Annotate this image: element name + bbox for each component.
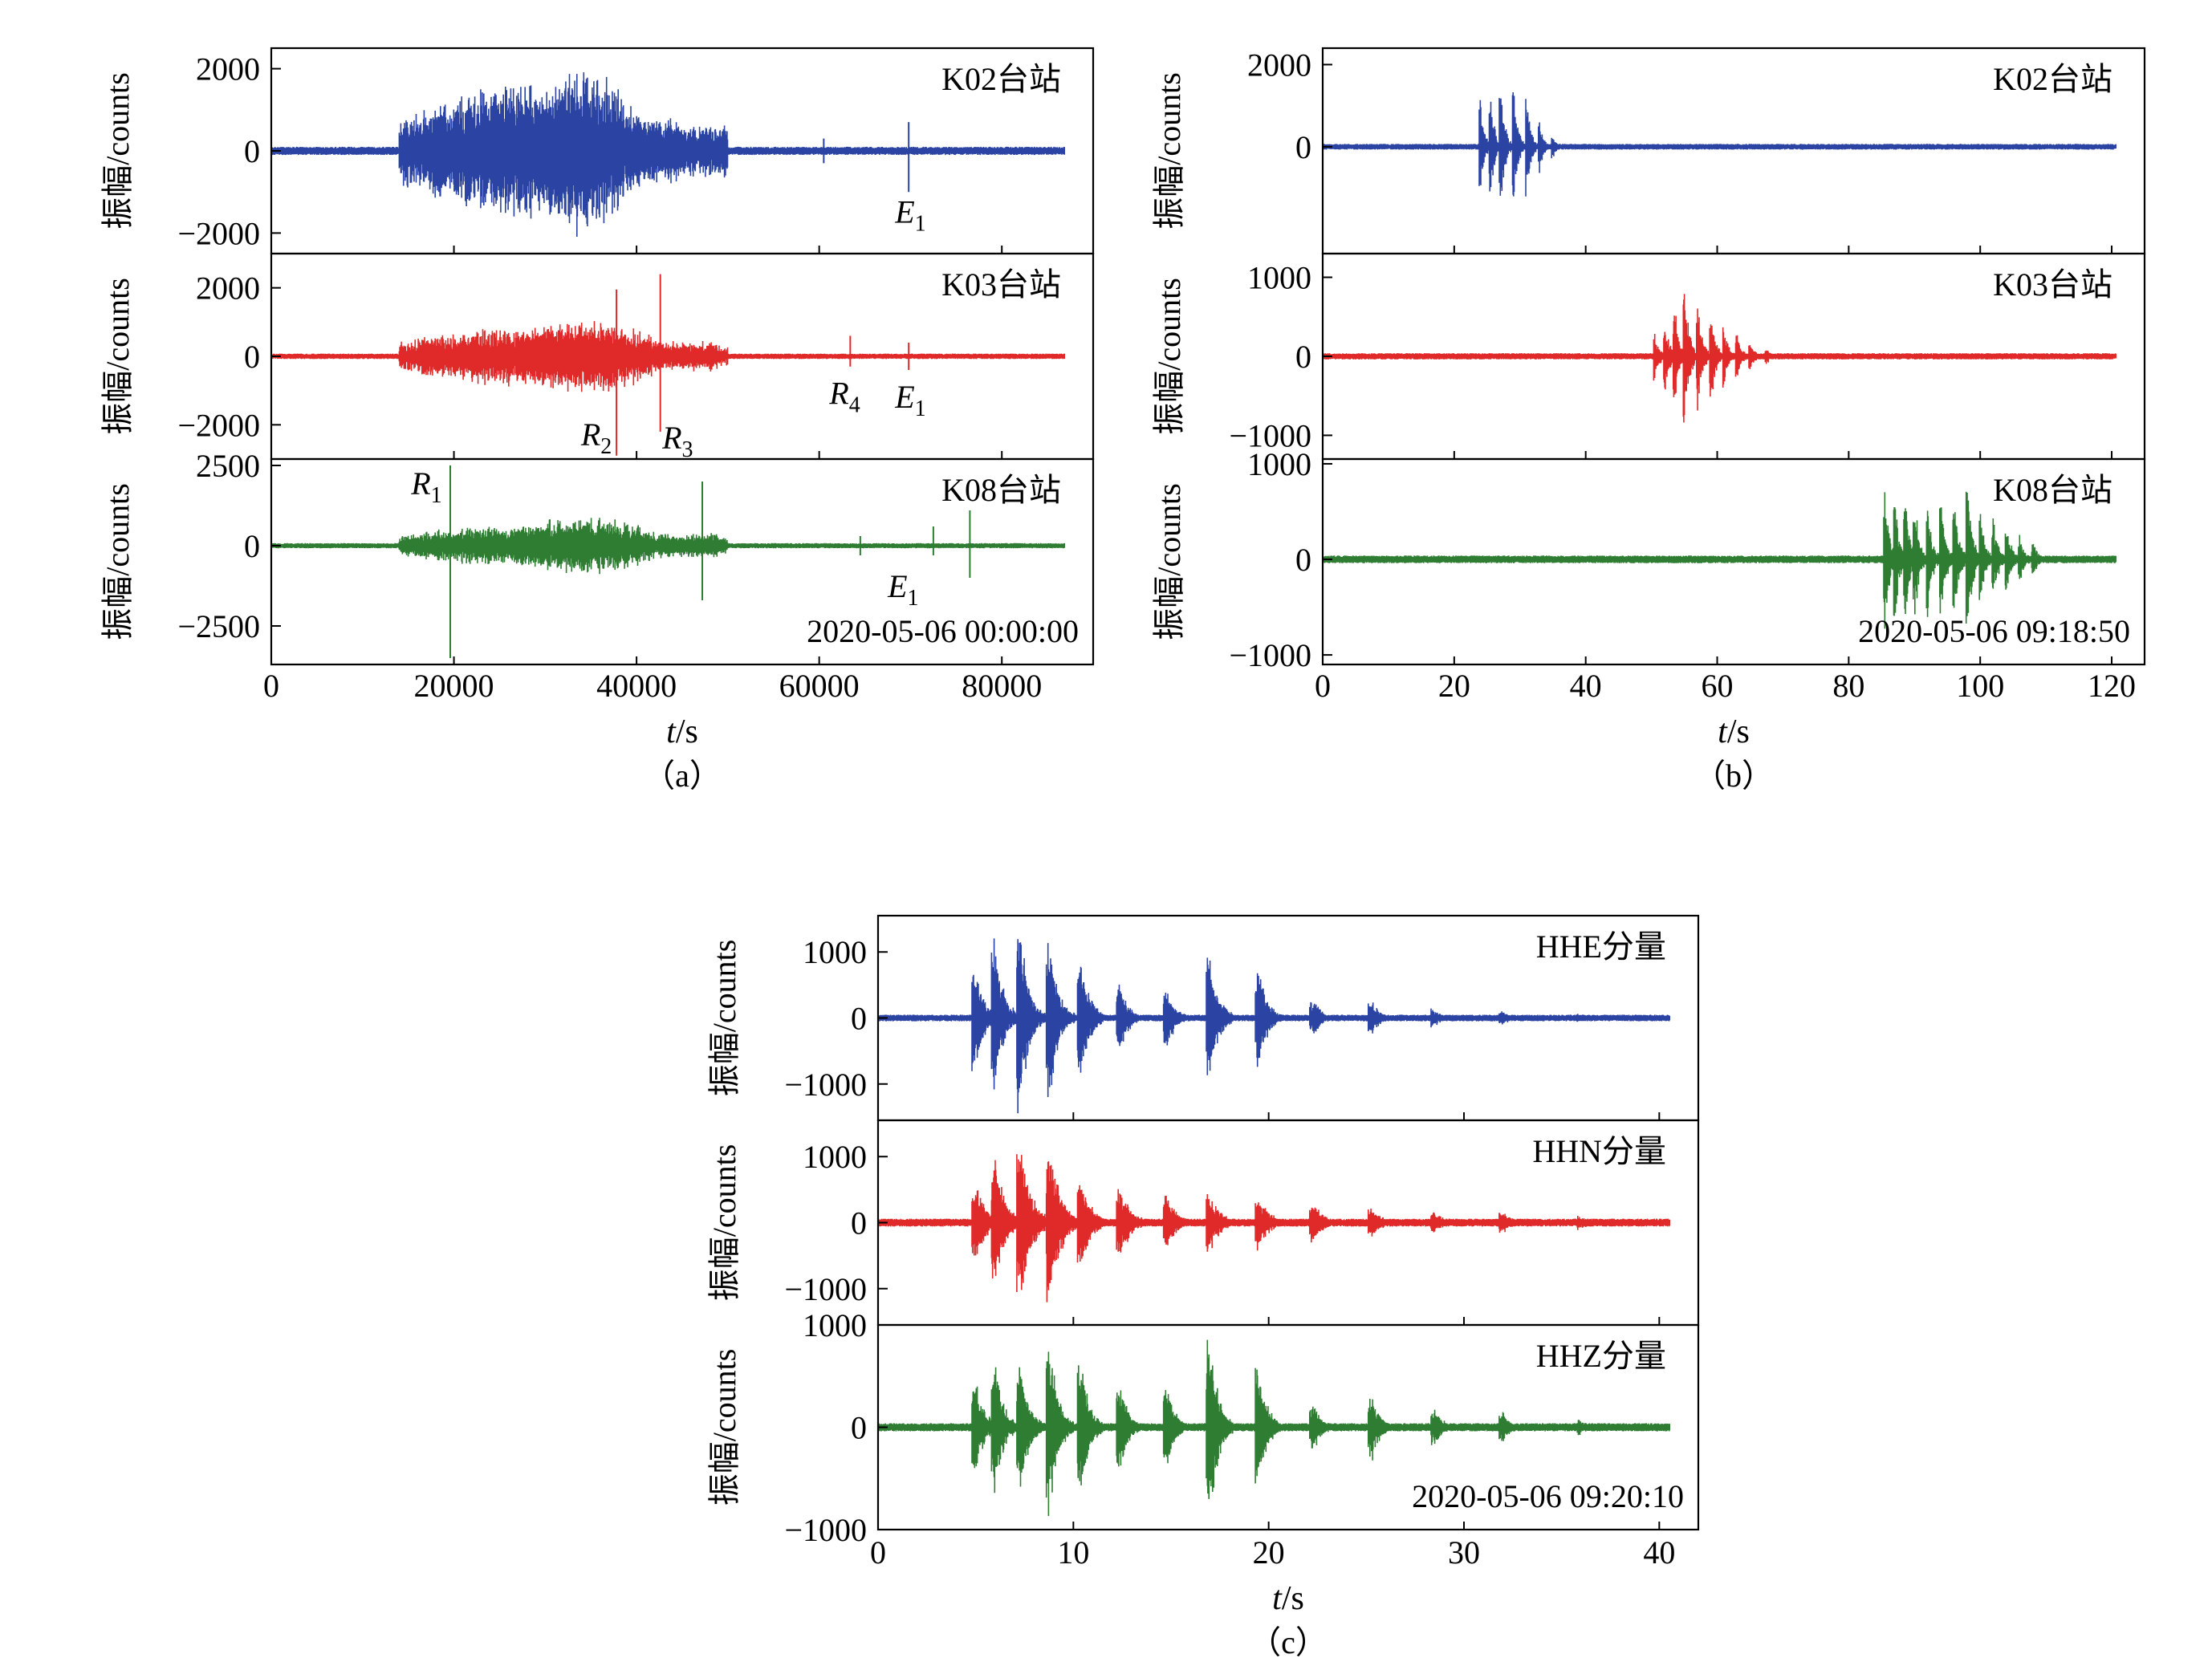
timestamp: 2020-05-06 00:00:00: [807, 613, 1079, 649]
y-axis-label: 振幅/counts: [706, 940, 742, 1097]
waveform-red: [1322, 294, 2116, 423]
subfigure-caption: （b）: [1694, 758, 1774, 794]
event-label: R1: [410, 465, 441, 508]
y-tick-label: 0: [1295, 542, 1311, 578]
panel-name: K03台站: [1993, 266, 2112, 303]
y-axis-label: 振幅/counts: [1151, 278, 1187, 435]
x-tick-label: 40: [1570, 668, 1602, 704]
x-tick-label: 30: [1448, 1534, 1480, 1571]
waveform-blue: [877, 938, 1670, 1114]
x-tick-label: 80000: [962, 668, 1042, 704]
panel-name: HHE分量: [1536, 929, 1666, 965]
panel-b-1: 2000 0 振幅/counts K02台站: [1151, 47, 2146, 255]
panel-name: K03台站: [941, 266, 1061, 303]
panel-b-2: 1000 0 −1000 振幅/counts K03台站: [1151, 252, 2146, 461]
y-axis-label: 振幅/counts: [706, 1144, 742, 1302]
panel-b-3: 1000 0 −1000 振幅/counts K08台站 2020-05-06 09:18…: [1151, 446, 2146, 673]
panel-name: K02台站: [1993, 61, 2112, 97]
subfigure-caption: （a）: [643, 758, 722, 794]
y-tick-label: 0: [851, 1205, 867, 1241]
x-tick-label: 20: [1253, 1534, 1285, 1571]
x-tick-label: 40: [1643, 1534, 1675, 1571]
event-label: R3: [661, 420, 693, 462]
y-tick-label: 1000: [803, 1307, 867, 1343]
y-tick-label: 0: [1295, 129, 1311, 165]
panel-frame: [1321, 457, 2146, 666]
y-tick-label: 0: [851, 1410, 867, 1446]
x-tick-label: 80: [1832, 668, 1864, 704]
y-tick-label: 1000: [803, 1139, 867, 1175]
y-tick-label: −1000: [1229, 637, 1311, 673]
y-axis-label: 振幅/counts: [100, 483, 136, 640]
y-tick-label: 0: [244, 339, 260, 375]
panel-a-2: 2000 0 −2000 振幅/counts K03台站 R2 R3 R4 E1: [100, 252, 1095, 462]
panel-c-3: 1000 0 −1000 振幅/counts HHZ分量 2020-05-06 09:20…: [706, 1307, 1700, 1548]
panel-name: K02台站: [941, 61, 1061, 97]
y-tick-label: 2000: [196, 51, 260, 87]
x-tick-label: 20: [1438, 668, 1470, 704]
event-label: R4: [828, 376, 860, 418]
y-tick-label: −1000: [784, 1271, 867, 1307]
y-tick-label: 1000: [1247, 446, 1311, 482]
subfigure-caption: （c）: [1249, 1624, 1328, 1660]
x-axis-label: t/s: [1718, 713, 1750, 750]
x-axis-label: t/s: [1272, 1580, 1304, 1617]
x-tick-label: 60: [1702, 668, 1734, 704]
event-label: R2: [580, 417, 612, 459]
y-tick-label: −2000: [177, 215, 260, 251]
y-tick-label: 2000: [196, 270, 260, 307]
waveform-red: [877, 1154, 1670, 1302]
y-tick-label: −1000: [784, 1067, 867, 1103]
event-label: E1: [894, 194, 925, 237]
panel-frame: [270, 457, 1095, 666]
y-tick-label: 0: [244, 133, 260, 169]
y-axis-label: 振幅/counts: [100, 72, 136, 230]
x-tick-label: 10: [1057, 1534, 1089, 1571]
y-axis-label: 振幅/counts: [100, 278, 136, 435]
panel-c-1: 1000 0 −1000 振幅/counts HHE分量: [706, 914, 1700, 1122]
y-axis-label: 振幅/counts: [706, 1349, 742, 1506]
waveform-blue: [1322, 92, 2116, 197]
y-tick-label: −2000: [177, 407, 260, 443]
y-axis-label: 振幅/counts: [1151, 483, 1187, 640]
panel-name: HHN分量: [1532, 1133, 1666, 1169]
x-tick-label: 100: [1956, 668, 2004, 704]
y-tick-label: 1000: [1247, 260, 1311, 296]
y-tick-label: −1000: [1229, 417, 1311, 453]
y-tick-label: 0: [244, 528, 260, 564]
x-tick-label: 40000: [596, 668, 677, 704]
panel-a-1: 2000 0 −2000 振幅/counts K02台站 E1: [100, 47, 1095, 255]
x-tick-label: 120: [2088, 668, 2136, 704]
event-label: E1: [887, 568, 918, 611]
timestamp: 2020-05-06 09:20:10: [1412, 1478, 1684, 1514]
y-tick-label: 2500: [196, 448, 260, 484]
x-axis-label: t/s: [666, 713, 698, 750]
y-tick-label: 0: [1295, 339, 1311, 375]
y-tick-label: 2000: [1247, 47, 1311, 83]
x-tick-label: 0: [870, 1534, 886, 1571]
y-tick-label: 1000: [803, 934, 867, 970]
y-axis-label: 振幅/counts: [1151, 72, 1187, 230]
event-label: E1: [894, 379, 925, 421]
x-tick-label: 0: [263, 668, 279, 704]
x-tick-label: 60000: [779, 668, 860, 704]
panel-name: K08台站: [941, 472, 1061, 508]
panel-name: K08台站: [1993, 472, 2112, 508]
x-tick-label: 20000: [414, 668, 494, 704]
panel-c-2: 1000 0 −1000 振幅/counts HHN分量: [706, 1119, 1700, 1327]
timestamp: 2020-05-06 09:18:50: [1858, 613, 2130, 649]
x-tick-label: 0: [1315, 668, 1331, 704]
y-tick-label: −1000: [784, 1512, 867, 1548]
panel-name: HHZ分量: [1536, 1338, 1666, 1374]
y-tick-label: −2500: [177, 608, 260, 644]
y-tick-label: 0: [851, 1001, 867, 1037]
